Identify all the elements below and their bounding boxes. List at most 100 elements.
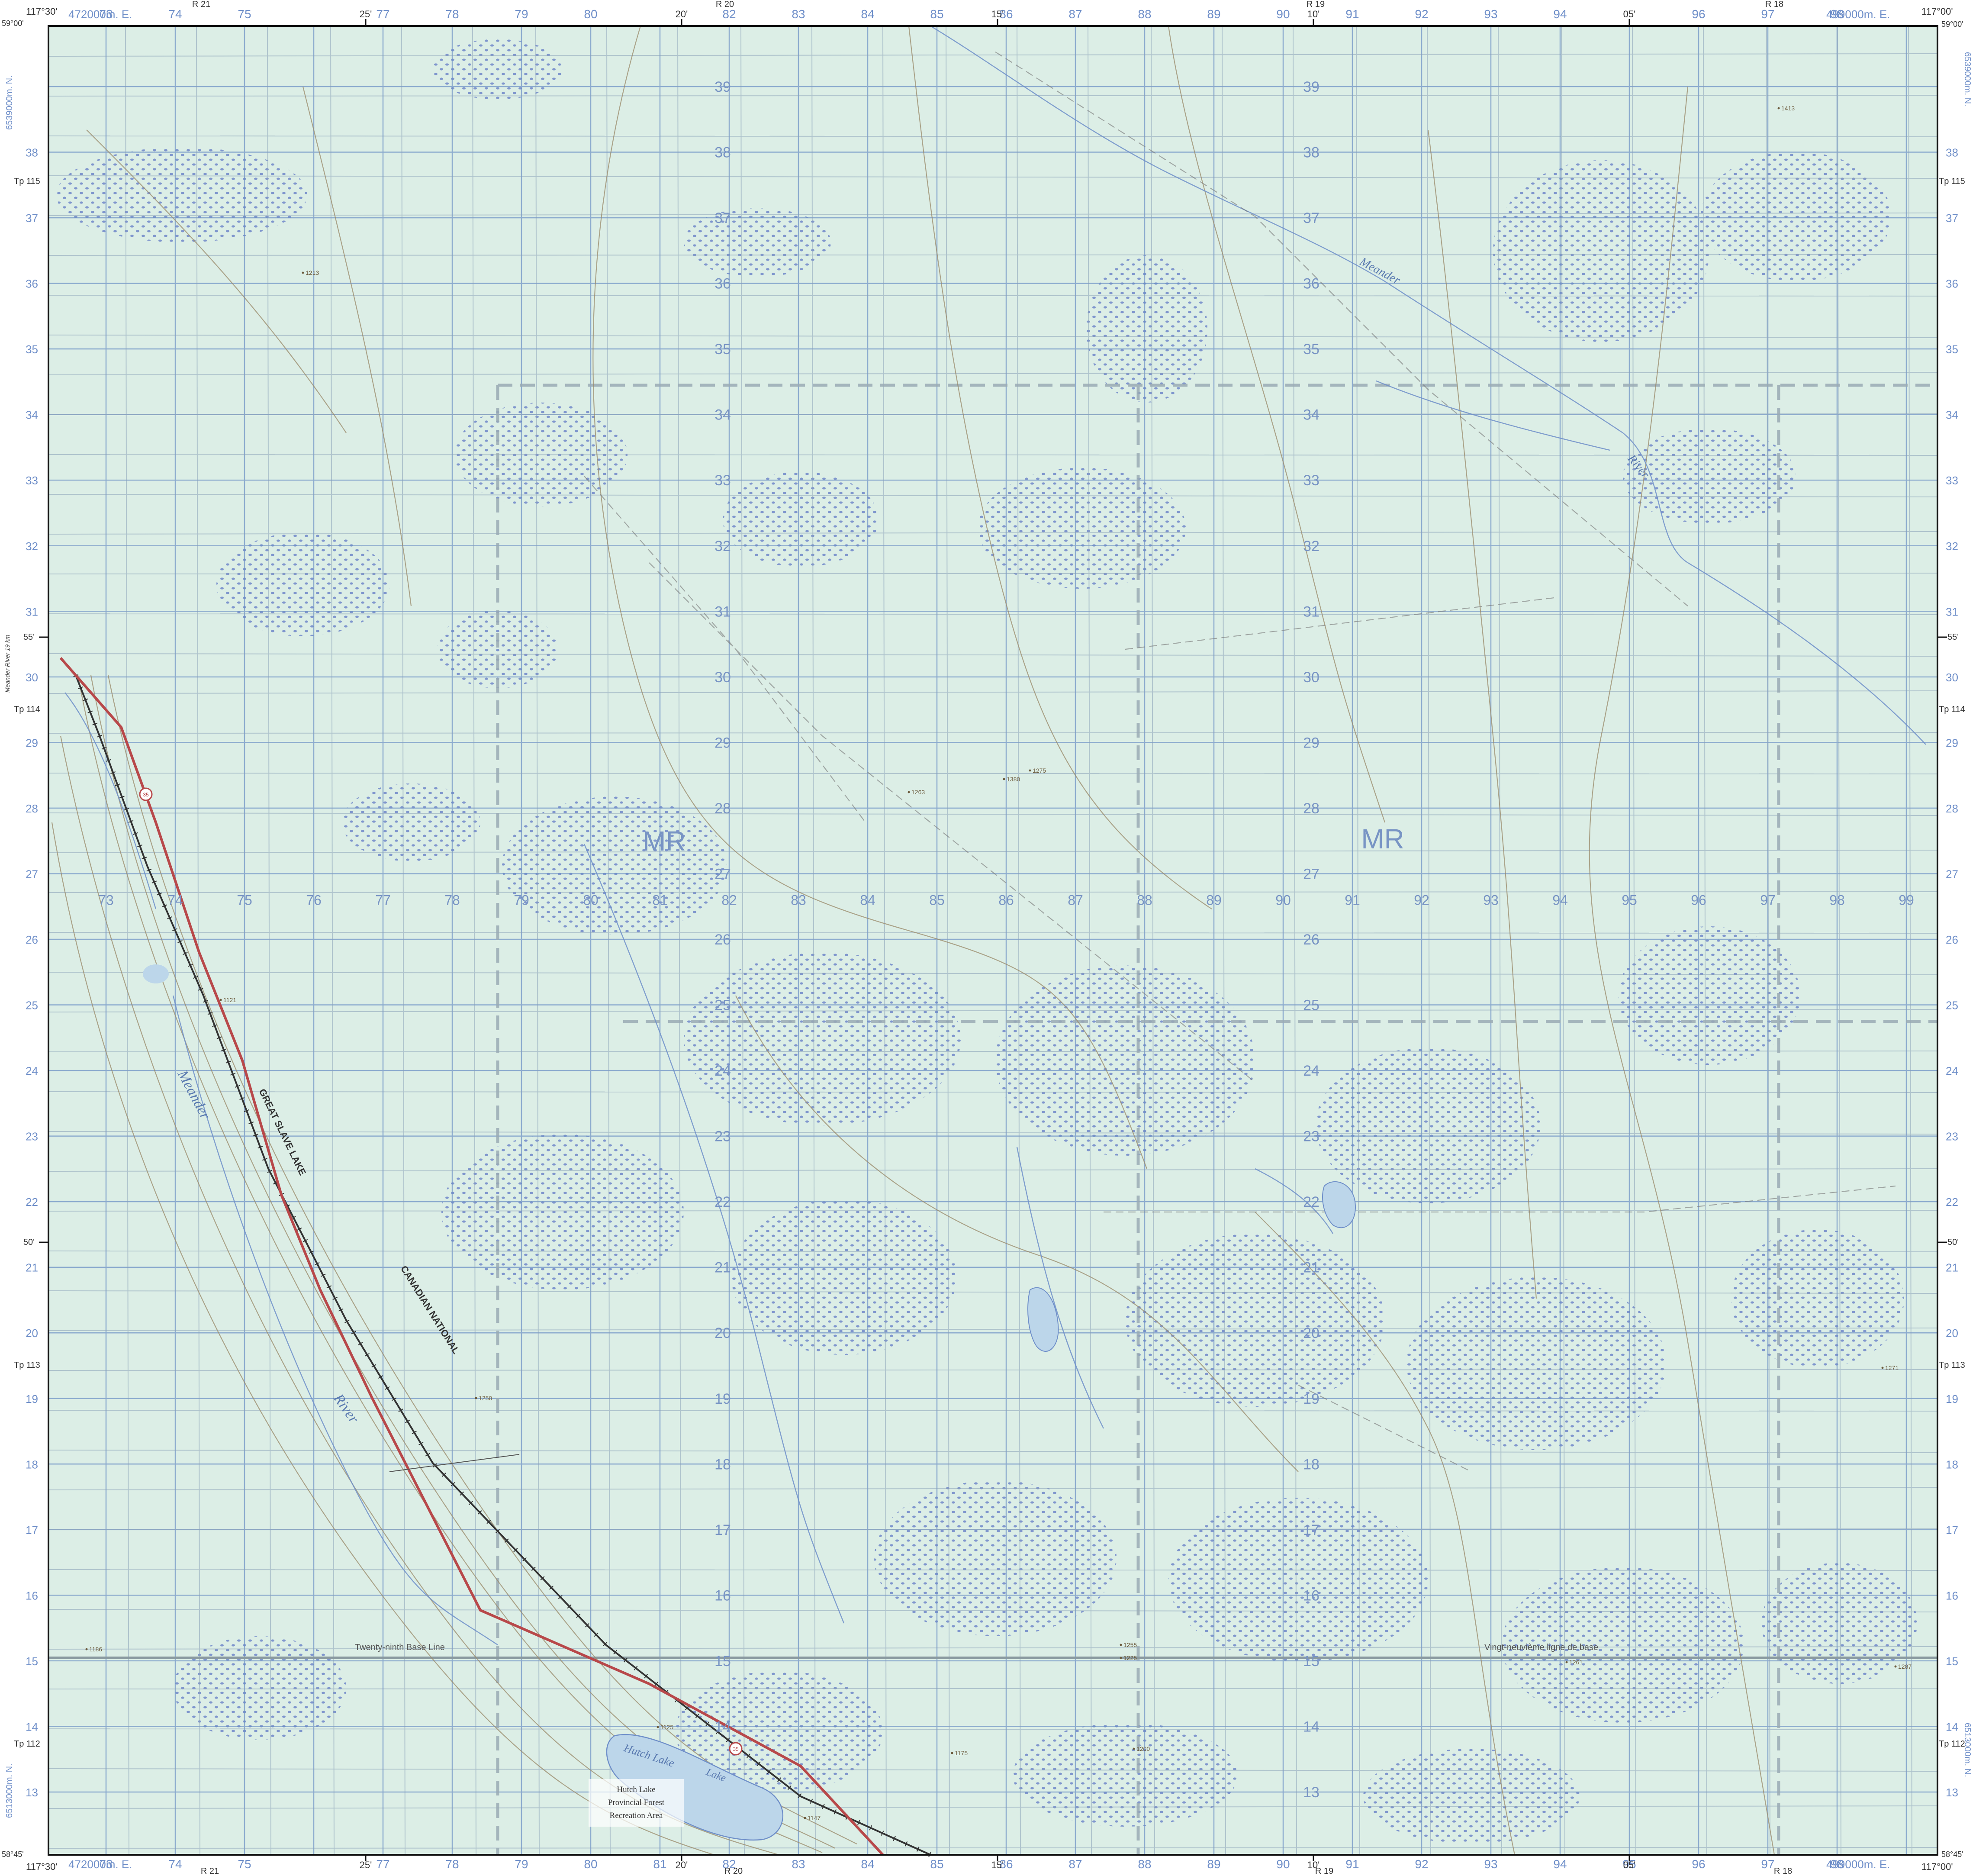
section-number: 26 bbox=[1303, 932, 1319, 948]
margin-note-meander-river: Meander River 19 km bbox=[4, 635, 11, 693]
spot-height-label: 1271 bbox=[1885, 1364, 1899, 1371]
top-easting-label: 73 bbox=[99, 7, 113, 21]
right-northing-label: 25 bbox=[1946, 999, 1958, 1012]
left-township-label: Tp 113 bbox=[14, 1360, 40, 1370]
survey-line bbox=[535, 26, 540, 1855]
section-number: 32 bbox=[714, 538, 731, 554]
right-northing-label: 35 bbox=[1946, 343, 1958, 356]
section-number: 30 bbox=[714, 669, 731, 686]
bottom-easting-label: 93 bbox=[1484, 1857, 1497, 1871]
survey-line bbox=[267, 26, 271, 1855]
section-number: 38 bbox=[1303, 145, 1319, 161]
corner-lat-bottom-left: 58°45' bbox=[2, 1850, 24, 1859]
survey-line bbox=[48, 53, 1938, 57]
highway-side-road bbox=[389, 1454, 520, 1472]
top-easting-label: 82 bbox=[722, 7, 736, 21]
survey-line bbox=[48, 1009, 1938, 1012]
top-easting-label: 88 bbox=[1138, 7, 1151, 21]
left-northing-label: 13 bbox=[26, 1786, 38, 1799]
corner-lat-top-right: 59°00' bbox=[1941, 20, 1963, 29]
neatline bbox=[48, 25, 1938, 1856]
interior-easting-label: 91 bbox=[1345, 892, 1360, 908]
section-number: 22 bbox=[714, 1194, 731, 1210]
highway-shield: 35 bbox=[729, 1742, 743, 1756]
corner-lon-bottom-left: 117°30' bbox=[26, 1861, 58, 1872]
bottom-easting-label: 75 bbox=[238, 1857, 251, 1871]
right-northing-label: 15 bbox=[1946, 1655, 1958, 1668]
survey-line bbox=[1837, 26, 1841, 1855]
survey-line bbox=[48, 335, 1938, 338]
section-number: 22 bbox=[1303, 1194, 1319, 1210]
survey-line bbox=[1356, 26, 1360, 1855]
interior-easting-label: 85 bbox=[929, 892, 945, 908]
spot-height-dot bbox=[219, 999, 222, 1001]
survey-line bbox=[48, 1328, 1938, 1331]
survey-line bbox=[48, 1688, 1938, 1689]
survey-line bbox=[1017, 26, 1021, 1855]
interior-easting-label: 84 bbox=[860, 892, 875, 908]
northing-bottom-left: 6513000m. N. bbox=[5, 1763, 14, 1818]
interior-easting-label: 86 bbox=[998, 892, 1014, 908]
small-lake bbox=[1322, 1181, 1356, 1228]
corner-lon-bottom-right: 117°00' bbox=[1921, 1861, 1953, 1872]
section-number: 25 bbox=[714, 997, 731, 1014]
highway-shield: 35 bbox=[139, 787, 153, 801]
survey-line bbox=[48, 1410, 1938, 1412]
spot-height-label: 1213 bbox=[306, 269, 319, 276]
survey-lines bbox=[48, 26, 1938, 1855]
northing-bottom-right: 6513000m. N. bbox=[1963, 1723, 1972, 1777]
left-northing-label: 32 bbox=[26, 540, 38, 553]
top-easting-label: 96 bbox=[1692, 7, 1705, 21]
survey-line bbox=[48, 1168, 1938, 1172]
spot-height-dot bbox=[1133, 1747, 1135, 1750]
bottom-minute-label: 25' bbox=[360, 1860, 372, 1870]
section-number: 24 bbox=[714, 1063, 731, 1079]
bottom-easting-label: 91 bbox=[1345, 1857, 1359, 1871]
survey-line bbox=[48, 175, 1938, 179]
section-number: 27 bbox=[714, 866, 731, 882]
survey-line bbox=[1088, 26, 1092, 1855]
section-numbers: 39 38 37 36 35 34 33 32 31 30 29 28 27 26 25 24 23 22 21 20… bbox=[714, 79, 1319, 1801]
survey-line bbox=[196, 26, 200, 1855]
reserve-label: MR bbox=[1361, 823, 1404, 854]
streams bbox=[64, 25, 1926, 1645]
interior-easting-label: 77 bbox=[375, 892, 391, 908]
bottom-easting-label: 82 bbox=[722, 1857, 736, 1871]
survey-line bbox=[740, 26, 745, 1855]
survey-line bbox=[48, 690, 1938, 694]
interior-easting-label: 79 bbox=[514, 892, 529, 908]
section-number: 32 bbox=[1303, 538, 1319, 554]
corner-lat-bottom-right: 58°45' bbox=[1941, 1850, 1963, 1859]
right-northing-label: 14 bbox=[1946, 1720, 1958, 1733]
bottom-range-label: R 19 bbox=[1315, 1866, 1333, 1874]
pond bbox=[143, 964, 169, 983]
right-northing-label: 31 bbox=[1946, 605, 1958, 618]
section-number: 36 bbox=[1303, 276, 1319, 292]
top-easting-label: 78 bbox=[445, 7, 459, 21]
section-number: 35 bbox=[714, 341, 731, 358]
bottom-easting-label: 92 bbox=[1415, 1857, 1428, 1871]
left-northing-label: 34 bbox=[26, 409, 38, 422]
interior-easting-label: 99 bbox=[1899, 892, 1914, 908]
spot-height-label: 1121 bbox=[223, 996, 236, 1003]
top-easting-label: 87 bbox=[1068, 7, 1082, 21]
top-easting-label: 97 bbox=[1761, 7, 1774, 21]
interior-easting-label: 76 bbox=[306, 892, 322, 908]
highway[interactable] bbox=[59, 657, 884, 1856]
top-easting-label: 85 bbox=[930, 7, 943, 21]
bottom-easting-label: 94 bbox=[1553, 1857, 1567, 1871]
reserve-label: MR bbox=[643, 825, 686, 857]
survey-line bbox=[48, 135, 1938, 137]
wetland-areas bbox=[56, 39, 1917, 1844]
survey-line bbox=[48, 1847, 1938, 1849]
right-northing-label: 29 bbox=[1946, 736, 1958, 749]
spot-height-dot bbox=[1881, 1367, 1884, 1369]
section-number: 23 bbox=[714, 1128, 731, 1145]
right-northing-label: 23 bbox=[1946, 1130, 1958, 1143]
hutch-lake[interactable] bbox=[606, 1734, 784, 1841]
spot-height-dot bbox=[804, 1817, 806, 1819]
section-number: 17 bbox=[714, 1522, 731, 1538]
section-number: 37 bbox=[1303, 210, 1319, 226]
